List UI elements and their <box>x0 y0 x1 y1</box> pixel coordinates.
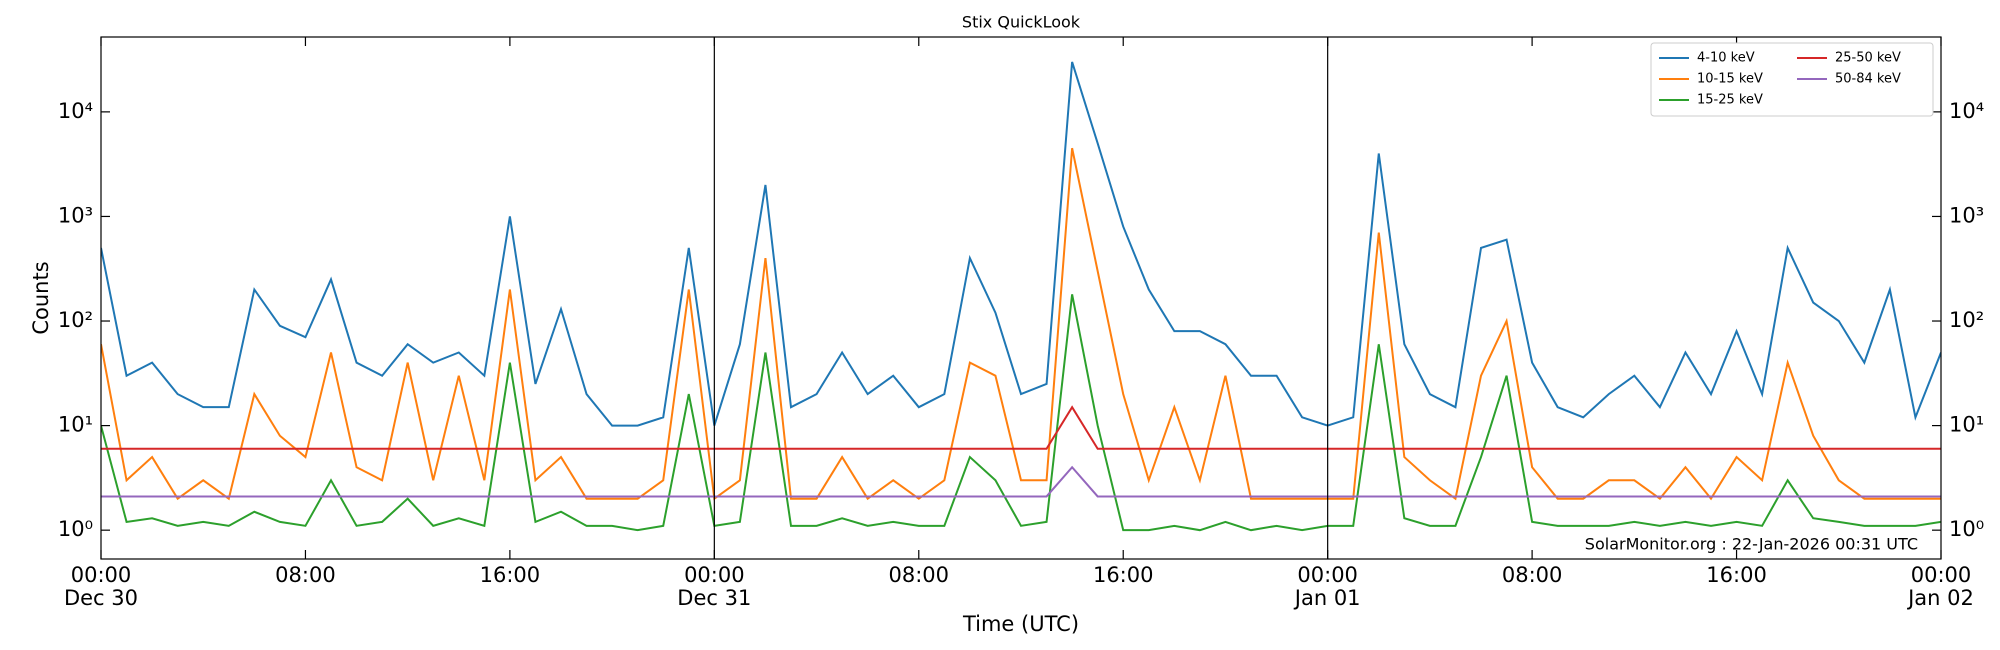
legend-box <box>1650 42 1934 117</box>
x-tick-label: 08:00 <box>889 563 950 587</box>
y-tick-label: 10² <box>58 308 93 332</box>
legend-label: 15-25 keV <box>1697 93 1763 108</box>
legend-label: 25-50 keV <box>1835 51 1901 66</box>
y-axis-label: Counts <box>29 261 53 334</box>
series-line <box>101 405 1941 450</box>
x-tick-label: 00:00 Jan 01 <box>1293 563 1361 610</box>
x-tick-label: 08:00 <box>1502 563 1563 587</box>
legend-label: 50-84 keV <box>1835 72 1901 87</box>
legend-label: 10-15 keV <box>1697 72 1763 87</box>
x-tick-label: 08:00 <box>275 563 336 587</box>
y-tick-label: 10⁴ <box>58 99 93 123</box>
series-line <box>101 465 1941 498</box>
chart-title: Stix QuickLook <box>962 13 1081 32</box>
y-tick-label-right: 10⁰ <box>1949 517 1984 541</box>
y-tick-label: 10¹ <box>58 413 93 437</box>
x-tick-label: 00:00 Dec 30 <box>64 563 138 610</box>
y-tick-label: 10³ <box>58 203 93 227</box>
plot-frame <box>100 36 1942 560</box>
series-line <box>101 294 1941 532</box>
y-tick-label-right: 10³ <box>1949 203 1984 227</box>
x-tick-label: 16:00 <box>1093 563 1154 587</box>
y-tick-label-right: 10² <box>1949 308 1984 332</box>
y-tick-label-right: 10⁴ <box>1949 99 1984 123</box>
y-tick-label: 10⁰ <box>58 517 93 541</box>
x-tick-label: 16:00 <box>480 563 541 587</box>
y-tick-label-right: 10¹ <box>1949 413 1984 437</box>
legend-label: 4-10 keV <box>1697 51 1755 66</box>
x-tick-label: 00:00 Dec 31 <box>677 563 751 610</box>
x-tick-label: 00:00 Jan 02 <box>1906 563 1974 610</box>
series-line <box>101 147 1941 501</box>
x-axis-label: Time (UTC) <box>962 612 1079 636</box>
series-line <box>101 61 1941 427</box>
x-tick-label: 16:00 <box>1706 563 1767 587</box>
annotation: SolarMonitor.org : 22-Jan-2026 00:31 UTC <box>1585 535 1918 554</box>
